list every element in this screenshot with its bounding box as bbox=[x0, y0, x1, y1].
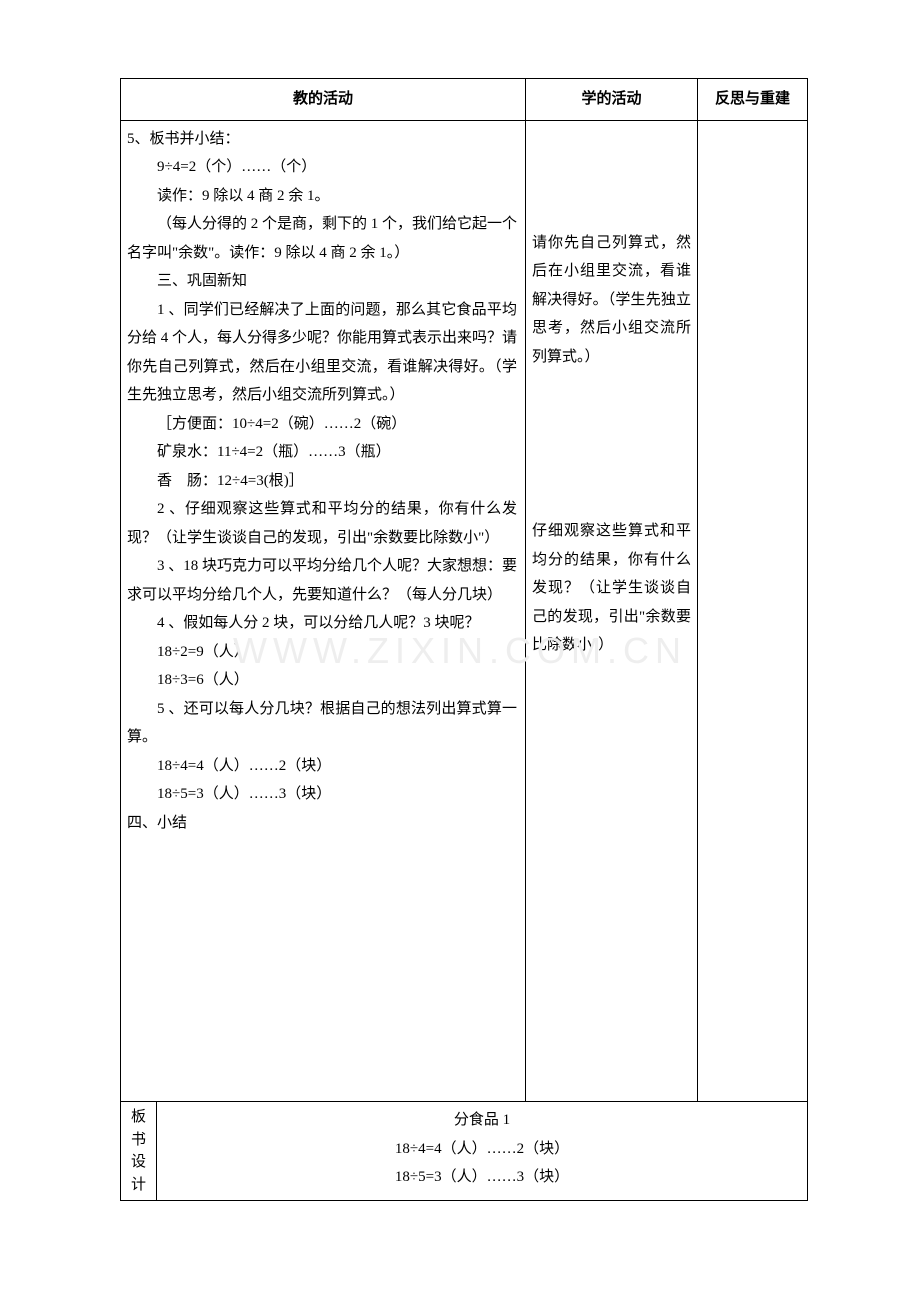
learn-block: 请你先自己列算式，然后在小组里交流，看谁解决得好。（学生先独立思考，然后小组交流… bbox=[532, 229, 691, 372]
header-reflect: 反思与重建 bbox=[698, 79, 808, 121]
teach-line: 5、板书并小结： bbox=[127, 125, 517, 154]
teach-line: 四、小结 bbox=[127, 809, 517, 838]
teach-line: 1 、同学们已经解决了上面的问题，那么其它食品平均分给 4 个人，每人分得多少呢… bbox=[127, 296, 517, 410]
board-label-char: 设 bbox=[127, 1151, 150, 1174]
header-learn: 学的活动 bbox=[526, 79, 698, 121]
teach-line: 3 、18 块巧克力可以平均分给几个人呢？大家想想：要求可以平均分给几个人，先要… bbox=[127, 552, 517, 609]
teach-line: 18÷2=9（人） bbox=[127, 638, 517, 667]
content-row: 5、板书并小结： 9÷4=2（个）……（个） 读作：9 除以 4 商 2 余 1… bbox=[121, 120, 808, 1102]
board-label-char: 计 bbox=[127, 1174, 150, 1197]
page: WWW.ZIXIN.COM.CN 教的活动 学的活动 反思与重建 5、板书并小结… bbox=[0, 0, 920, 1302]
board-line: 18÷5=3（人）……3（块） bbox=[163, 1163, 801, 1192]
board-line: 18÷4=4（人）……2（块） bbox=[163, 1135, 801, 1164]
teach-line: 18÷4=4（人）……2（块） bbox=[127, 752, 517, 781]
lesson-table: 教的活动 学的活动 反思与重建 5、板书并小结： 9÷4=2（个）……（个） 读… bbox=[120, 78, 808, 1201]
teach-line: 4 、假如每人分 2 块，可以分给几人呢？3 块呢？ bbox=[127, 609, 517, 638]
teach-line: ［方便面：10÷4=2（碗）……2（碗） bbox=[127, 410, 517, 439]
teach-line: 18÷5=3（人）……3（块） bbox=[127, 780, 517, 809]
learn-cell: 请你先自己列算式，然后在小组里交流，看谁解决得好。（学生先独立思考，然后小组交流… bbox=[526, 120, 698, 1102]
board-label-char: 书 bbox=[127, 1129, 150, 1152]
teach-line: 18÷3=6（人） bbox=[127, 666, 517, 695]
board-content-cell: 分食品 1 18÷4=4（人）……2（块） 18÷5=3（人）……3（块） bbox=[157, 1102, 808, 1201]
board-line: 分食品 1 bbox=[163, 1106, 801, 1135]
learn-block: 仔细观察这些算式和平均分的结果，你有什么发现？（让学生谈谈自己的发现，引出"余数… bbox=[532, 517, 691, 660]
table-header-row: 教的活动 学的活动 反思与重建 bbox=[121, 79, 808, 121]
teach-line: 三、巩固新知 bbox=[127, 267, 517, 296]
teach-line: 矿泉水：11÷4=2（瓶）……3（瓶） bbox=[127, 438, 517, 467]
teach-line: 香 肠：12÷4=3(根)］ bbox=[127, 467, 517, 496]
teach-line: （每人分得的 2 个是商，剩下的 1 个，我们给它起一个名字叫"余数"。读作：9… bbox=[127, 210, 517, 267]
reflect-cell bbox=[698, 120, 808, 1102]
board-row: 板 书 设 计 分食品 1 18÷4=4（人）……2（块） 18÷5=3（人）…… bbox=[121, 1102, 808, 1201]
board-label-char: 板 bbox=[127, 1106, 150, 1129]
board-label-cell: 板 书 设 计 bbox=[121, 1102, 157, 1201]
teach-line: 5 、还可以每人分几块？根据自己的想法列出算式算一算。 bbox=[127, 695, 517, 752]
teach-line: 9÷4=2（个）……（个） bbox=[127, 153, 517, 182]
teach-cell: 5、板书并小结： 9÷4=2（个）……（个） 读作：9 除以 4 商 2 余 1… bbox=[121, 120, 526, 1102]
teach-line: 读作：9 除以 4 商 2 余 1。 bbox=[127, 182, 517, 211]
teach-line: 2 、仔细观察这些算式和平均分的结果，你有什么发现？（让学生谈谈自己的发现，引出… bbox=[127, 495, 517, 552]
header-teach: 教的活动 bbox=[121, 79, 526, 121]
